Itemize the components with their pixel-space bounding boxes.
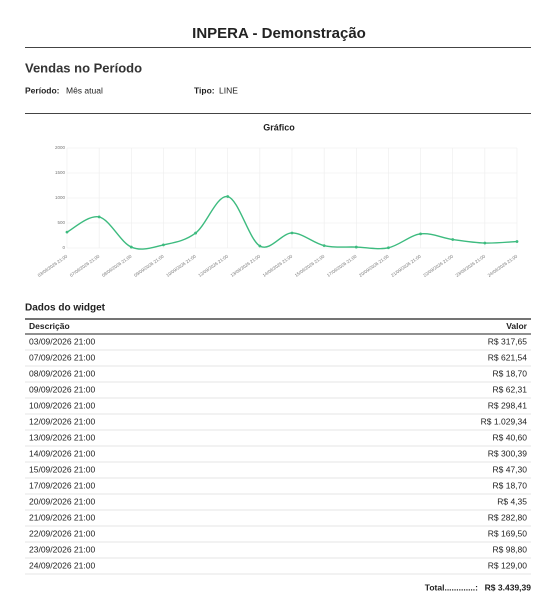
period-value: Mês atual xyxy=(66,85,103,95)
x-tick-label: 09/09/2026 21:00 xyxy=(133,253,165,277)
table-title: Dados do widget xyxy=(25,303,106,314)
point xyxy=(515,240,519,243)
row-value: R$ 129,00 xyxy=(488,560,527,570)
point xyxy=(226,195,230,198)
x-tick-label: 23/09/2026 21:00 xyxy=(455,253,487,277)
y-tick-label: 2000 xyxy=(55,145,66,150)
point xyxy=(322,244,326,248)
row-description: 03/09/2026 21:00 xyxy=(29,336,95,346)
row-value: R$ 317,65 xyxy=(488,336,527,346)
point xyxy=(354,245,358,249)
section-title: Vendas no Período xyxy=(25,60,142,75)
x-tick-label: 07/09/2026 21:00 xyxy=(69,253,101,277)
row-value: R$ 300,39 xyxy=(488,448,527,458)
x-tick-label: 08/09/2026 21:00 xyxy=(101,253,133,277)
row-description: 22/09/2026 21:00 xyxy=(29,528,95,538)
x-tick-label: 10/09/2026 21:00 xyxy=(165,253,197,277)
row-description: 20/09/2026 21:00 xyxy=(29,496,95,506)
point xyxy=(65,230,69,234)
row-description: 15/09/2026 21:00 xyxy=(29,464,95,474)
column-header: Valor xyxy=(506,321,527,331)
row-description: 12/09/2026 21:00 xyxy=(29,416,95,426)
x-tick-label: 17/09/2026 21:00 xyxy=(326,253,358,277)
row-description: 09/09/2026 21:00 xyxy=(29,384,95,394)
point xyxy=(483,241,487,245)
total-label: Total.............: xyxy=(425,582,478,592)
x-tick-label: 14/09/2026 21:00 xyxy=(262,253,294,277)
y-tick-label: 0 xyxy=(62,245,65,250)
row-description: 23/09/2026 21:00 xyxy=(29,544,95,554)
row-value: R$ 18,70 xyxy=(493,480,528,490)
point xyxy=(162,243,165,247)
point xyxy=(97,215,101,219)
x-tick-label: 21/09/2026 21:00 xyxy=(390,253,422,277)
row-value: R$ 40,60 xyxy=(493,432,528,442)
row-value: R$ 47,30 xyxy=(493,464,528,474)
y-tick-label: 500 xyxy=(57,220,65,225)
point xyxy=(387,246,390,250)
row-description: 13/09/2026 21:00 xyxy=(29,432,95,442)
row-value: R$ 18,70 xyxy=(493,368,528,378)
point xyxy=(258,244,262,248)
row-value: R$ 62,31 xyxy=(493,384,528,394)
row-description: 08/09/2026 21:00 xyxy=(29,368,95,378)
period-label: Período: xyxy=(25,85,60,95)
x-tick-label: 12/09/2026 21:00 xyxy=(197,253,229,277)
row-description: 07/09/2026 21:00 xyxy=(29,352,95,362)
column-header: Descrição xyxy=(29,321,70,331)
total-value: R$ 3.439,39 xyxy=(485,582,532,592)
x-tick-label: 22/09/2026 21:00 xyxy=(422,253,454,277)
point xyxy=(290,231,294,235)
x-tick-label: 03/09/2026 21:00 xyxy=(37,253,69,277)
type-value: LINE xyxy=(219,85,238,95)
row-description: 14/09/2026 21:00 xyxy=(29,448,95,458)
point xyxy=(129,245,133,249)
point xyxy=(451,238,455,241)
x-tick-label: 13/09/2026 21:00 xyxy=(230,253,262,277)
row-value: R$ 282,80 xyxy=(488,512,527,522)
point xyxy=(194,231,197,235)
row-value: R$ 298,41 xyxy=(488,400,527,410)
row-value: R$ 169,50 xyxy=(488,528,527,538)
y-tick-label: 1000 xyxy=(55,195,66,200)
x-tick-label: 24/09/2026 21:00 xyxy=(487,253,519,277)
row-description: 21/09/2026 21:00 xyxy=(29,512,95,522)
row-description: 10/09/2026 21:00 xyxy=(29,400,95,410)
x-tick-label: 15/09/2026 21:00 xyxy=(294,253,326,277)
row-description: 17/09/2026 21:00 xyxy=(29,480,95,490)
y-tick-label: 1500 xyxy=(55,170,66,175)
row-value: R$ 1.029,34 xyxy=(481,416,528,426)
point xyxy=(419,232,422,236)
row-description: 24/09/2026 21:00 xyxy=(29,560,95,570)
row-value: R$ 621,54 xyxy=(488,352,527,362)
page-title: INPERA - Demonstração xyxy=(192,25,366,42)
row-value: R$ 4,35 xyxy=(497,496,527,506)
type-label: Tipo: xyxy=(194,85,215,95)
row-value: R$ 98,80 xyxy=(493,544,528,554)
x-tick-label: 20/09/2026 21:00 xyxy=(358,253,390,277)
chart-title: Gráfico xyxy=(263,122,295,132)
